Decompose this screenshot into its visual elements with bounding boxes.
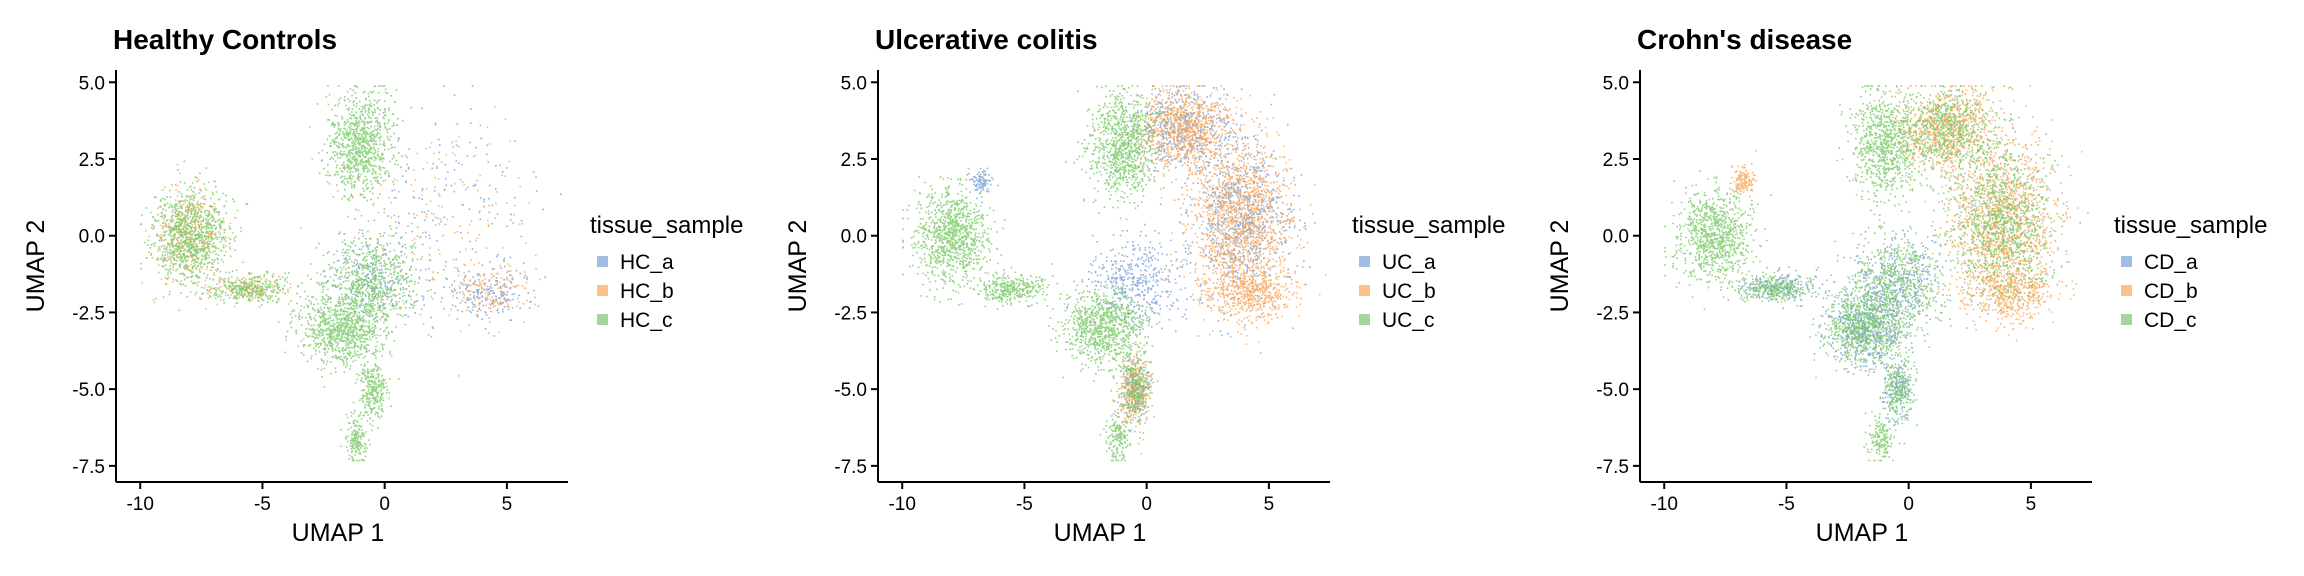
- x-tick-label: -10: [888, 494, 915, 515]
- umap-panel-3: Crohn's disease -10 -5 0 5 -7.5 -5.0 -2.5 0.0 2.5…: [1546, 24, 2267, 547]
- legend-swatch: [2121, 256, 2132, 267]
- y-axis-label: UMAP 2: [22, 220, 50, 313]
- y-tick-label: -5.0: [1596, 380, 1629, 401]
- x-axis-label: UMAP 1: [292, 519, 385, 547]
- panel-title: Ulcerative colitis: [875, 24, 1098, 55]
- points-CD_b: [1729, 85, 2083, 342]
- legend-title: tissue_sample: [1352, 212, 1505, 239]
- legend-label: HC_b: [620, 280, 674, 303]
- legend: tissue_sample HC_a HC_b HC_c: [590, 212, 743, 332]
- y-tick-label: -7.5: [1596, 457, 1629, 478]
- legend-swatch: [1359, 256, 1370, 267]
- legend-label: CD_b: [2144, 280, 2198, 303]
- y-tick-label: 0.0: [79, 227, 105, 248]
- y-tick-label: -7.5: [72, 457, 105, 478]
- legend-title: tissue_sample: [2114, 212, 2267, 239]
- legend-swatch: [597, 285, 608, 296]
- y-tick-label: -2.5: [72, 303, 105, 324]
- point-cloud: [140, 85, 562, 462]
- legend-swatch: [2121, 314, 2132, 325]
- legend-label: CD_a: [2144, 251, 2198, 274]
- legend-swatch: [597, 314, 608, 325]
- point-cloud: [1664, 85, 2089, 462]
- legend: tissue_sample UC_a UC_b UC_c: [1352, 212, 1505, 332]
- y-tick-label: 2.5: [1603, 150, 1629, 171]
- series-points-HC_c: [140, 85, 445, 462]
- x-tick-label: 0: [1903, 494, 1914, 515]
- x-tick-label: -10: [1650, 494, 1677, 515]
- legend-label: UC_b: [1382, 280, 1436, 303]
- x-tick-label: 0: [1141, 494, 1152, 515]
- legend-swatch: [2121, 285, 2132, 296]
- series-points-CD_a: [1727, 214, 1978, 445]
- x-tick-label: 5: [502, 494, 513, 515]
- points-UC_b: [1093, 85, 1327, 455]
- series-points-CD_c: [1664, 85, 2089, 462]
- y-tick-label: -7.5: [834, 457, 867, 478]
- series-points-CD_b: [1729, 85, 2083, 342]
- y-axis-label: UMAP 2: [784, 220, 812, 313]
- series-points-UC_a: [966, 85, 1316, 433]
- panel-title: Crohn's disease: [1637, 24, 1852, 55]
- points-CD_c: [1664, 85, 2089, 462]
- legend-title: tissue_sample: [590, 212, 743, 239]
- y-tick-label: -2.5: [834, 303, 867, 324]
- legend-label: CD_c: [2144, 309, 2197, 332]
- y-tick-label: 5.0: [841, 73, 867, 94]
- y-tick-label: 5.0: [1603, 73, 1629, 94]
- umap-panel-1: Healthy Controls -10 -5 0 5 -7.5 -5.0 -2.5 0.0 2.…: [22, 24, 743, 547]
- x-tick-label: 0: [379, 494, 390, 515]
- x-tick-label: -5: [1016, 494, 1033, 515]
- x-axis-label: UMAP 1: [1816, 519, 1909, 547]
- y-tick-label: 2.5: [841, 150, 867, 171]
- y-axis-label: UMAP 2: [1546, 220, 1574, 313]
- y-tick-label: 2.5: [79, 150, 105, 171]
- y-tick-label: 0.0: [1603, 227, 1629, 248]
- legend-swatch: [1359, 314, 1370, 325]
- x-tick-label: -5: [1778, 494, 1795, 515]
- umap-panel-2: Ulcerative colitis -10 -5 0 5 -7.5 -5.0 -2.5 0.0…: [784, 24, 1505, 547]
- y-tick-label: -5.0: [834, 380, 867, 401]
- points-CD_a: [1727, 214, 1978, 445]
- legend: tissue_sample CD_a CD_b CD_c: [2114, 212, 2267, 332]
- points-UC_a: [966, 85, 1316, 433]
- x-tick-label: -10: [126, 494, 153, 515]
- point-cloud: [902, 85, 1327, 462]
- points-HC_c: [140, 85, 445, 462]
- x-tick-label: -5: [254, 494, 271, 515]
- x-tick-label: 5: [1264, 494, 1275, 515]
- y-tick-label: -2.5: [1596, 303, 1629, 324]
- legend-swatch: [1359, 285, 1370, 296]
- legend-label: UC_a: [1382, 251, 1436, 274]
- y-tick-label: 0.0: [841, 227, 867, 248]
- x-axis-label: UMAP 1: [1054, 519, 1147, 547]
- legend-label: HC_a: [620, 251, 674, 274]
- y-tick-label: 5.0: [79, 73, 105, 94]
- panel-title: Healthy Controls: [113, 24, 337, 55]
- y-tick-label: -5.0: [72, 380, 105, 401]
- series-points-UC_b: [1093, 85, 1327, 455]
- legend-label: UC_c: [1382, 309, 1435, 332]
- x-tick-label: 5: [2026, 494, 2037, 515]
- legend-label: HC_c: [620, 309, 673, 332]
- legend-swatch: [597, 256, 608, 267]
